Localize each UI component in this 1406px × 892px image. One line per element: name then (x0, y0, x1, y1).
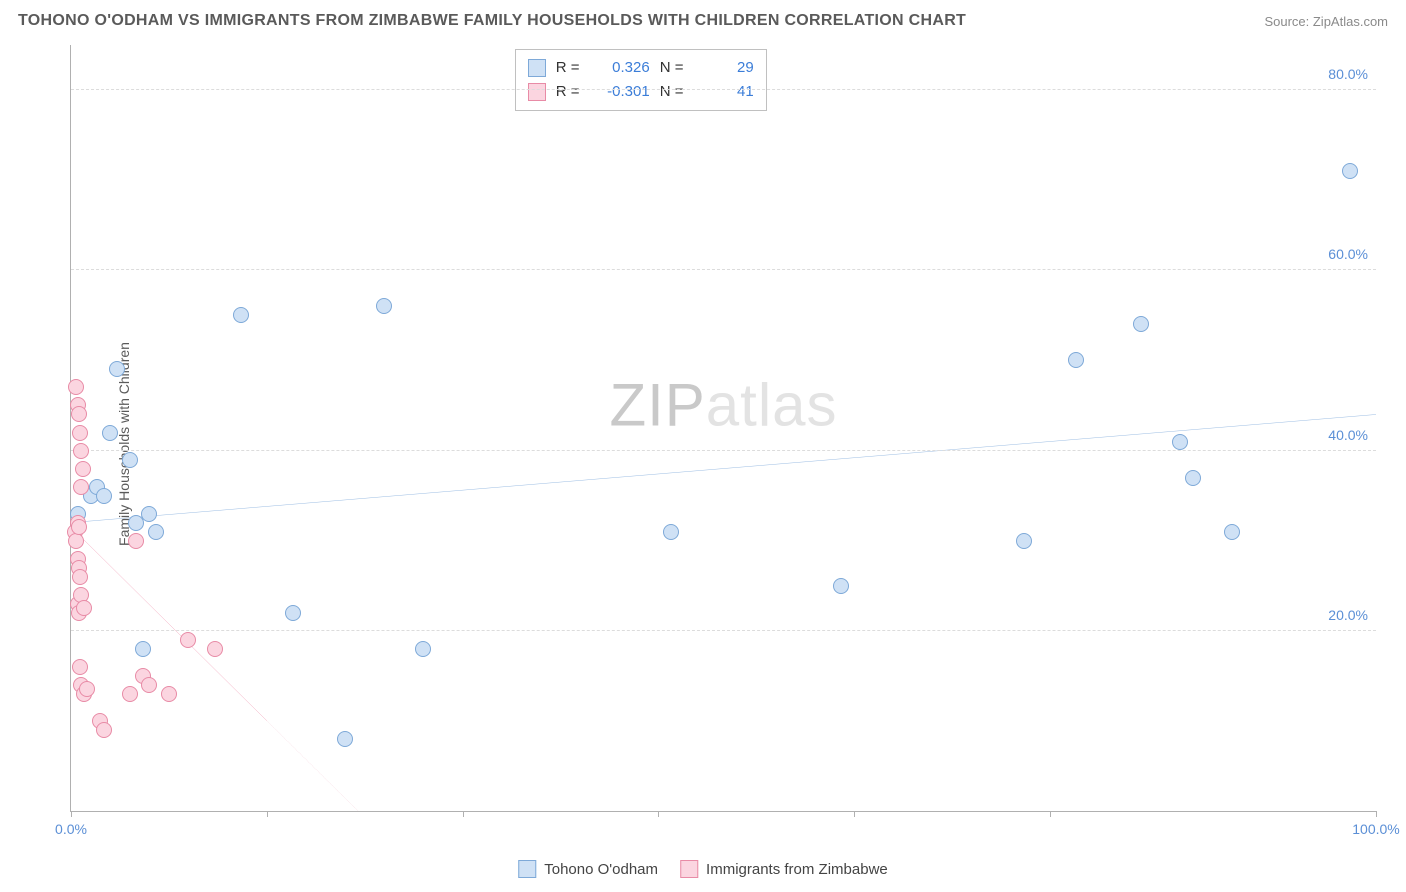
scatter-point (96, 722, 112, 738)
scatter-point (1185, 470, 1201, 486)
scatter-point (1342, 163, 1358, 179)
x-tick (267, 811, 268, 817)
stats-legend: R = 0.326 N = 29 R = -0.301 N = 41 (515, 49, 767, 111)
scatter-point (285, 605, 301, 621)
n-value: 29 (700, 56, 754, 80)
chart-title: TOHONO O'ODHAM VS IMMIGRANTS FROM ZIMBAB… (18, 12, 966, 30)
legend-swatch (528, 83, 546, 101)
y-tick-label: 40.0% (1328, 427, 1368, 443)
scatter-point (96, 488, 112, 504)
scatter-point (161, 686, 177, 702)
chart-container: Family Households with Children ZIPatlas… (30, 45, 1376, 842)
scatter-point (337, 731, 353, 747)
legend-label: Immigrants from Zimbabwe (706, 861, 888, 878)
y-tick-label: 80.0% (1328, 66, 1368, 82)
scatter-point (663, 524, 679, 540)
source-label: Source: ZipAtlas.com (1264, 14, 1388, 29)
n-label: N = (660, 56, 690, 80)
scatter-point (415, 641, 431, 657)
scatter-point (68, 533, 84, 549)
legend-item: Immigrants from Zimbabwe (680, 860, 888, 878)
legend-label: Tohono O'odham (544, 861, 658, 878)
legend-swatch (518, 860, 536, 878)
scatter-point (75, 461, 91, 477)
scatter-point (180, 632, 196, 648)
scatter-point (128, 533, 144, 549)
trend-line (71, 414, 1376, 522)
scatter-point (1016, 533, 1032, 549)
scatter-point (135, 641, 151, 657)
scatter-point (122, 686, 138, 702)
scatter-point (1224, 524, 1240, 540)
n-value: 41 (700, 80, 754, 104)
scatter-point (72, 425, 88, 441)
r-value: 0.326 (596, 56, 650, 80)
x-tick (71, 811, 72, 817)
n-label: N = (660, 80, 690, 104)
scatter-point (68, 379, 84, 395)
scatter-point (102, 425, 118, 441)
scatter-point (71, 406, 87, 422)
scatter-point (1068, 352, 1084, 368)
scatter-point (109, 361, 125, 377)
stats-row: R = 0.326 N = 29 (528, 56, 754, 80)
r-label: R = (556, 56, 586, 80)
x-tick-label: 0.0% (55, 821, 87, 837)
scatter-point (1172, 434, 1188, 450)
x-tick (1376, 811, 1377, 817)
plot-area: ZIPatlas R =0.326N =29R =-0.301N =41 20.… (70, 45, 1376, 812)
y-tick-label: 20.0% (1328, 607, 1368, 623)
gridline (71, 630, 1376, 631)
scatter-point (141, 506, 157, 522)
legend-swatch (680, 860, 698, 878)
scatter-point (207, 641, 223, 657)
scatter-point (376, 298, 392, 314)
r-value: -0.301 (596, 80, 650, 104)
gridline (71, 89, 1376, 90)
scatter-point (73, 479, 89, 495)
scatter-point (79, 681, 95, 697)
scatter-point (833, 578, 849, 594)
scatter-point (72, 569, 88, 585)
gridline (71, 450, 1376, 451)
y-tick-label: 60.0% (1328, 246, 1368, 262)
r-label: R = (556, 80, 586, 104)
scatter-point (71, 519, 87, 535)
gridline (71, 269, 1376, 270)
scatter-point (73, 443, 89, 459)
scatter-point (141, 677, 157, 693)
scatter-point (122, 452, 138, 468)
stats-row: R = -0.301 N = 41 (528, 80, 754, 104)
scatter-point (1133, 316, 1149, 332)
scatter-point (233, 307, 249, 323)
x-tick (658, 811, 659, 817)
x-tick (463, 811, 464, 817)
series-legend: Tohono O'odham Immigrants from Zimbabwe (518, 860, 888, 878)
trend-lines-svg (71, 45, 1376, 811)
x-tick (854, 811, 855, 817)
scatter-point (72, 659, 88, 675)
x-tick-label: 100.0% (1352, 821, 1399, 837)
scatter-point (148, 524, 164, 540)
legend-item: Tohono O'odham (518, 860, 658, 878)
scatter-point (76, 600, 92, 616)
x-tick (1050, 811, 1051, 817)
legend-swatch (528, 59, 546, 77)
